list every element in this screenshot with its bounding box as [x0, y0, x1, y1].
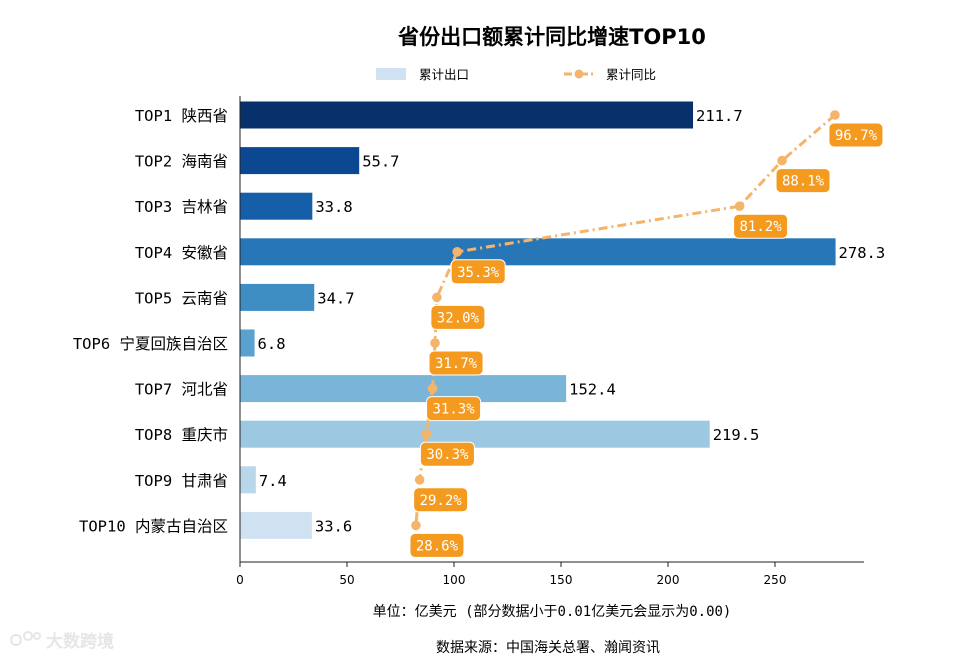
value-label-1: 211.7	[696, 107, 743, 125]
value-label-5: 34.7	[317, 289, 354, 307]
growth-label-box-1	[828, 122, 884, 148]
growth-label-2: 88.1%	[782, 174, 825, 190]
bar-group	[240, 101, 836, 539]
growth-label-4: 35.3%	[457, 265, 500, 281]
growth-line-layer: 96.7% 88.1% 81.2% 35.3% 32.0% 31.7% 31.3% 30.3%…	[409, 110, 884, 558]
legend-label-bar: 累计出口	[419, 67, 469, 82]
bar-6	[240, 329, 255, 357]
growth-label-box-9	[413, 487, 469, 513]
value-label-4: 278.3	[839, 244, 886, 262]
category-label-10: TOP10 内蒙古自治区	[79, 517, 228, 535]
growth-point-7	[427, 383, 438, 394]
x-axis: 0 50 100 150 200 250	[236, 561, 864, 587]
bar-9	[240, 466, 256, 494]
growth-label-3: 81.2%	[740, 219, 783, 235]
x-tick-label-150: 150	[550, 573, 573, 587]
growth-label-box-4	[450, 259, 506, 285]
watermark-text: 大数跨境	[46, 631, 114, 652]
x-tick-label-200: 200	[657, 573, 680, 587]
bar-2	[240, 147, 360, 175]
growth-label-9: 29.2%	[420, 493, 463, 509]
category-label-3: TOP3 吉林省	[135, 198, 228, 216]
unit-note: 单位：亿美元 (部分数据小于0.01亿美元会显示为0.00)	[373, 604, 732, 620]
growth-label-box-10	[409, 532, 465, 558]
category-label-4: TOP4 安徽省	[135, 244, 228, 262]
watermark: 大数跨境	[10, 631, 114, 652]
value-labels: 211.7 55.7 33.8 278.3 34.7 6.8 152.4 219.5 7.4 33…	[258, 107, 886, 535]
growth-label-box-7	[426, 396, 482, 422]
x-tick-label-0: 0	[236, 573, 244, 587]
value-label-2: 55.7	[362, 153, 399, 171]
growth-point-9	[414, 475, 425, 485]
growth-label-6: 31.7%	[435, 356, 478, 372]
growth-label-box-2	[775, 168, 831, 194]
x-tick-label-50: 50	[339, 573, 354, 587]
category-label-8: TOP8 重庆市	[135, 426, 228, 444]
legend: 累计出口 累计同比	[376, 67, 656, 82]
growth-point-2	[777, 155, 787, 166]
growth-point-8	[421, 429, 432, 440]
chart-title: 省份出口额累计同比增速TOP10	[397, 25, 706, 49]
growth-label-8: 30.3%	[426, 447, 469, 463]
value-label-9: 7.4	[259, 472, 287, 490]
growth-label-box-6	[428, 350, 484, 376]
source-note: 数据来源：中国海关总署、瀚闻资讯	[436, 640, 660, 656]
growth-label-box-8	[419, 441, 475, 467]
growth-point-3	[734, 201, 745, 211]
growth-point-10	[411, 520, 421, 531]
category-label-1: TOP1 陕西省	[135, 107, 228, 125]
growth-point-4	[452, 247, 462, 257]
growth-point-1	[830, 110, 840, 120]
value-label-10: 33.6	[315, 517, 352, 535]
category-labels: TOP1 陕西省 TOP2 海南省 TOP3 吉林省 TOP4 安徽省 TOP5 云南省…	[73, 107, 228, 535]
growth-label-box-3	[733, 213, 789, 239]
value-label-8: 219.5	[713, 426, 760, 444]
watermark-logo-icon	[10, 631, 41, 646]
bar-1	[240, 101, 694, 129]
value-label-6: 6.8	[258, 335, 286, 353]
legend-swatch-bar	[376, 68, 406, 80]
x-tick-label-100: 100	[443, 573, 466, 587]
bar-5	[240, 283, 315, 311]
value-label-3: 33.8	[315, 198, 352, 216]
growth-label-box-5	[430, 304, 486, 330]
bar-8	[240, 420, 710, 448]
bar-10	[240, 511, 312, 539]
category-label-6: TOP6 宁夏回族自治区	[73, 335, 228, 353]
x-tick-label-250: 250	[764, 573, 787, 587]
growth-label-7: 31.3%	[432, 402, 475, 418]
bar-3	[240, 192, 313, 220]
category-label-9: TOP9 甘肃省	[135, 472, 228, 490]
x-ticks: 0 50 100 150 200 250	[236, 562, 786, 587]
bar-7	[240, 375, 567, 403]
legend-swatch-marker	[574, 69, 584, 79]
category-label-5: TOP5 云南省	[135, 289, 228, 307]
category-label-2: TOP2 海南省	[135, 153, 228, 171]
growth-point-6	[430, 338, 440, 348]
legend-label-line: 累计同比	[606, 67, 656, 82]
growth-label-1: 96.7%	[835, 128, 878, 144]
growth-label-5: 32.0%	[437, 310, 480, 326]
bar-4	[240, 238, 836, 266]
category-label-7: TOP7 河北省	[135, 381, 228, 399]
growth-label-10: 28.6%	[416, 538, 459, 554]
growth-point-5	[432, 292, 442, 303]
value-label-7: 152.4	[569, 381, 616, 399]
